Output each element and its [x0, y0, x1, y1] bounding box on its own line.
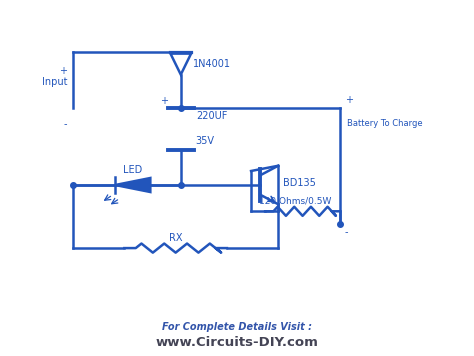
Text: +: +	[345, 95, 353, 105]
Text: LED: LED	[123, 165, 142, 175]
Text: 1N4001: 1N4001	[192, 59, 230, 69]
Text: +: +	[160, 96, 168, 106]
Text: +: +	[59, 66, 67, 76]
Text: BD135: BD135	[283, 178, 316, 188]
Text: RX: RX	[169, 233, 182, 243]
Text: www.Circuits-DIY.com: www.Circuits-DIY.com	[155, 335, 319, 349]
Text: Battery To Charge: Battery To Charge	[347, 119, 423, 128]
Text: 120 Ohms/0.5W: 120 Ohms/0.5W	[259, 197, 332, 205]
Text: 220UF: 220UF	[196, 111, 227, 121]
Text: 35V: 35V	[196, 136, 215, 146]
Text: Input: Input	[42, 77, 67, 87]
Text: For Complete Details Visit :: For Complete Details Visit :	[162, 322, 312, 332]
Text: -: -	[345, 227, 348, 237]
Polygon shape	[115, 178, 150, 192]
Text: -: -	[64, 119, 67, 129]
